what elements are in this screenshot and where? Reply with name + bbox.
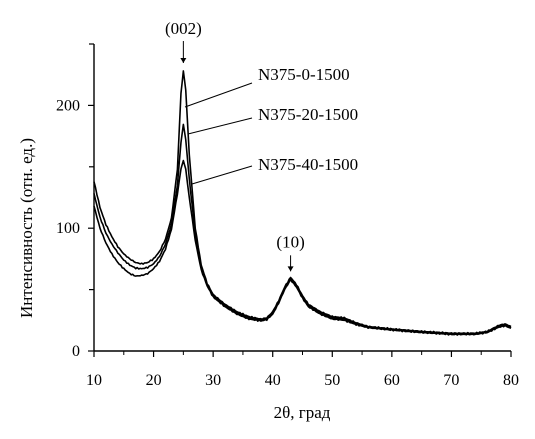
x-tick-label: 40: [265, 372, 281, 389]
x-tick-label: 70: [443, 372, 459, 389]
annotation-layer: N375-0-1500 N375-20-1500 N375-40-1500 (002)…: [165, 19, 358, 272]
y-axis-title: Интенсивность (отн. ед.): [17, 138, 36, 318]
series-label: N375-20-1500: [258, 105, 358, 124]
peak-label: (002): [165, 19, 202, 38]
x-tick-label: 60: [384, 372, 400, 389]
series-leader-line: [184, 82, 253, 108]
y-tick-label: 100: [56, 220, 80, 237]
x-axis-title: 2θ, град: [274, 403, 331, 422]
x-tick-label: 20: [146, 372, 162, 389]
series-layer: [93, 70, 512, 336]
series-label: N375-40-1500: [258, 155, 358, 174]
y-tick-label: 200: [56, 97, 80, 114]
x-tick-label: 10: [86, 372, 102, 389]
peak-arrow-head: [287, 266, 294, 272]
peak-label: (10): [276, 232, 304, 251]
x-tick-label: 50: [324, 372, 340, 389]
series-leader-line: [187, 117, 253, 135]
series-label: N375-0-1500: [258, 65, 350, 84]
axes-layer: 10 20 30 40 50 60 70 80 0 100 200: [56, 43, 519, 389]
series-line-3: [93, 159, 512, 336]
peak-arrow-head: [180, 58, 187, 64]
x-tick-label: 30: [205, 372, 221, 389]
y-tick-label: 0: [72, 343, 80, 360]
x-tick-label: 80: [503, 372, 519, 389]
series-leader-line: [191, 165, 253, 185]
